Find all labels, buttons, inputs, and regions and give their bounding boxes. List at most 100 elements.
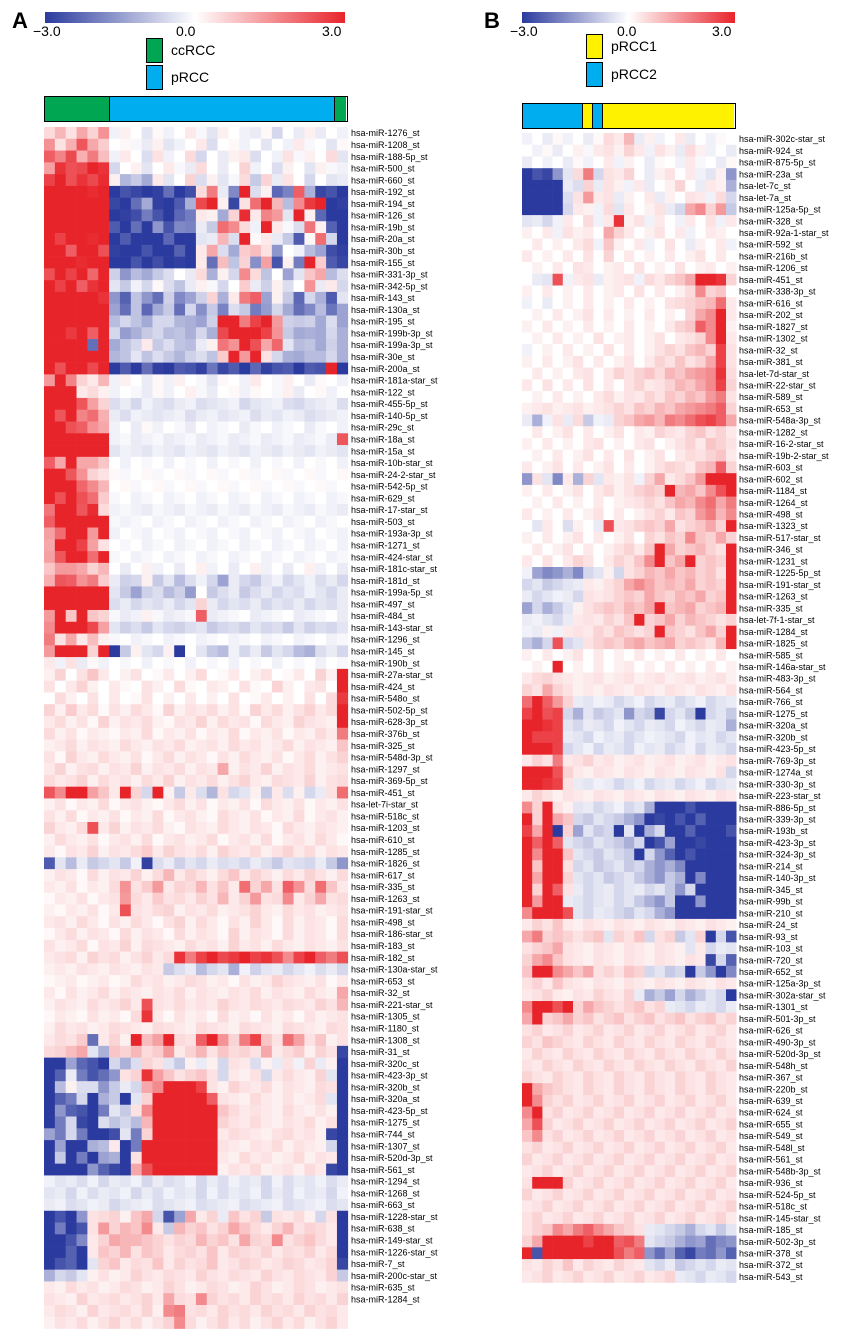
heatmap-cell (593, 719, 604, 732)
heatmap-cell (239, 763, 251, 776)
heatmap-cell (644, 813, 655, 826)
heatmap-cell (271, 209, 283, 222)
heatmap-cell (664, 262, 676, 275)
heatmap-cell (250, 892, 262, 905)
heatmap-cell (87, 975, 99, 988)
heatmap-cell (695, 508, 706, 521)
heatmap-cell (65, 1034, 77, 1047)
row-label: hsa-miR-221-star_st (351, 1000, 433, 1010)
heatmap-cell (87, 1281, 99, 1294)
heatmap-cell (98, 456, 110, 469)
heatmap-cell (532, 355, 543, 368)
heatmap-cell (573, 649, 584, 662)
heatmap-cell (239, 433, 251, 446)
heatmap-cell (119, 739, 132, 752)
row-label: hsa-miR-194_st (351, 199, 415, 209)
heatmap-cell (174, 998, 186, 1011)
heatmap-cell (141, 751, 153, 764)
panel-a-legend-prcc-label: pRCC (171, 69, 210, 85)
heatmap-cell (326, 362, 338, 375)
heatmap-cell (603, 1153, 615, 1166)
heatmap-cell (185, 150, 197, 163)
row-label: hsa-miR-548b-3p_st (739, 1166, 821, 1176)
heatmap-cell (228, 598, 240, 611)
heatmap-cell (315, 822, 327, 835)
heatmap-cell (293, 1128, 305, 1141)
heatmap-cell (715, 871, 727, 885)
heatmap-cell (593, 813, 604, 826)
heatmap-cell (185, 1034, 197, 1047)
heatmap-cell (119, 1081, 132, 1094)
row-label: hsa-miR-548l_st (739, 1143, 805, 1153)
heatmap-cell (336, 880, 349, 893)
heatmap-cell (664, 977, 676, 990)
heatmap-cell (217, 1222, 229, 1235)
heatmap-cell (119, 138, 132, 151)
heatmap-cell (185, 621, 197, 634)
heatmap-cell (239, 609, 251, 623)
heatmap-cell (532, 1001, 543, 1014)
heatmap-cell (336, 1092, 349, 1106)
heatmap-cell (304, 1140, 316, 1153)
heatmap-cell (562, 789, 574, 802)
heatmap-cell (654, 1118, 666, 1131)
heatmap-cell (726, 930, 737, 943)
heatmap-cell (293, 244, 305, 257)
heatmap-cell (87, 904, 99, 917)
heatmap-cell (239, 1010, 251, 1023)
heatmap-cell (644, 1106, 655, 1119)
heatmap-cell (130, 763, 142, 776)
heatmap-cell (65, 527, 77, 540)
heatmap-cell (163, 810, 175, 823)
heatmap-cell (119, 1269, 132, 1282)
heatmap-cell (250, 939, 262, 952)
heatmap-cell (664, 426, 676, 439)
heatmap-cell (705, 590, 717, 603)
heatmap-cell (109, 362, 121, 375)
heatmap-cell (282, 810, 294, 823)
heatmap-cell (336, 680, 349, 693)
heatmap-cell (152, 374, 164, 387)
heatmap-cell (695, 1118, 706, 1131)
heatmap-cell (65, 174, 77, 187)
heatmap-cell (130, 209, 142, 222)
heatmap-cell (304, 716, 316, 729)
heatmap-cell (685, 1001, 696, 1014)
heatmap-cell (644, 1141, 655, 1154)
heatmap-cell (675, 590, 686, 603)
heatmap-cell (76, 998, 88, 1011)
heatmap-cell (624, 496, 635, 509)
heatmap-cell (532, 660, 543, 673)
heatmap-cell (98, 315, 110, 328)
heatmap-cell (573, 250, 584, 263)
heatmap-cell (304, 1128, 316, 1141)
heatmap-cell (206, 609, 218, 623)
heatmap-cell (326, 645, 338, 658)
heatmap-cell (675, 672, 686, 685)
heatmap-cell (174, 645, 186, 658)
heatmap-cell (65, 1187, 77, 1200)
heatmap-cell (271, 986, 283, 1000)
heatmap-cell (195, 916, 208, 929)
heatmap-cell (634, 567, 645, 580)
heatmap-cell (664, 379, 676, 392)
heatmap-cell (644, 707, 655, 720)
heatmap-cell (715, 226, 727, 239)
heatmap-cell (109, 1175, 121, 1188)
heatmap-cell (726, 496, 737, 509)
heatmap-cell (109, 880, 121, 893)
heatmap-cell (195, 657, 208, 670)
heatmap-cell (282, 185, 294, 198)
heatmap-cell (532, 496, 543, 509)
heatmap-cell (185, 998, 197, 1011)
heatmap-cell (675, 1059, 686, 1072)
heatmap-cell (261, 869, 273, 882)
heatmap-cell (65, 233, 77, 246)
heatmap-cell (239, 998, 251, 1011)
heatmap-cell (141, 1163, 153, 1176)
heatmap-cell (542, 156, 553, 169)
heatmap-cell (726, 778, 737, 791)
heatmap-cell (271, 975, 283, 988)
heatmap-cell (282, 869, 294, 882)
heatmap-cell (695, 942, 706, 955)
